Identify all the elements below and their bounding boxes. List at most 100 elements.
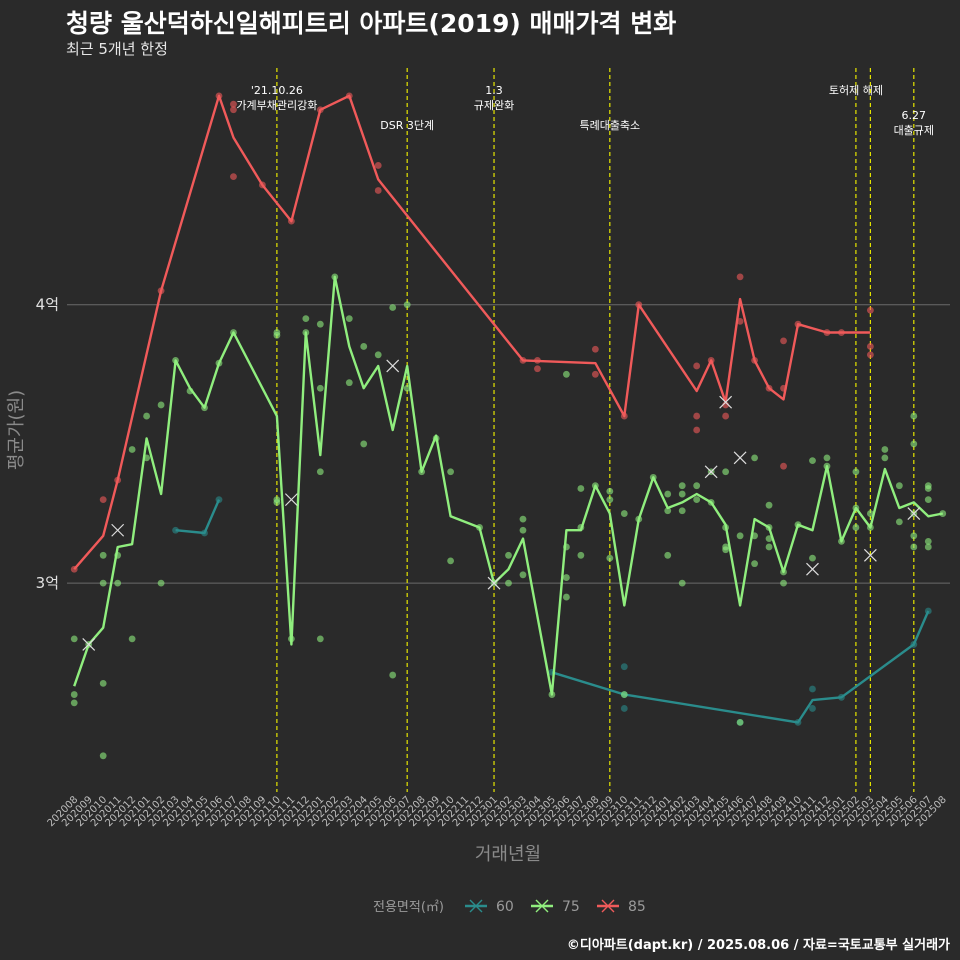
- data-point-75: [70, 691, 78, 698]
- series-group: [70, 92, 947, 760]
- data-point-75: [273, 496, 281, 504]
- data-point-75: [360, 440, 368, 448]
- cross-marker-75: [806, 562, 819, 576]
- data-point-75: [563, 574, 570, 581]
- data-point-75: [273, 329, 281, 336]
- data-point-75: [374, 351, 382, 359]
- y-axis-ticks: 3억 4억: [36, 296, 59, 592]
- data-point-75: [157, 579, 165, 587]
- data-point-85: [780, 462, 787, 470]
- cross-marker-75: [733, 451, 747, 465]
- data-point-85: [230, 106, 237, 114]
- data-point-75: [895, 482, 903, 490]
- data-point-85: [591, 370, 599, 378]
- legend-cross-85: [601, 899, 615, 913]
- event-label: 1.3: [485, 84, 503, 97]
- cross-marker-75: [111, 523, 125, 537]
- data-point-75: [143, 412, 151, 420]
- data-point-75: [563, 370, 570, 378]
- data-point-75: [99, 579, 107, 587]
- legend-cross-75: [535, 899, 549, 913]
- legend: 전용면적(㎡) 60 75 85: [373, 899, 646, 915]
- data-point-75: [809, 554, 816, 562]
- data-point-85: [866, 306, 874, 314]
- cross-marker-75: [82, 637, 96, 651]
- data-point-60: [620, 705, 628, 712]
- data-point-85: [866, 343, 874, 350]
- data-point-75: [302, 315, 310, 323]
- data-point-75: [316, 635, 324, 643]
- data-point-75: [924, 496, 932, 504]
- series-line-75: [73, 275, 944, 696]
- event-label: 규제완화: [474, 99, 514, 112]
- series-line-60: [551, 610, 930, 724]
- data-point-85: [230, 173, 237, 181]
- data-point-75: [722, 468, 730, 476]
- data-point-75: [99, 551, 107, 559]
- data-point-75: [765, 543, 773, 551]
- data-point-75: [563, 593, 570, 601]
- data-point-75: [114, 579, 122, 587]
- data-point-75: [693, 496, 701, 504]
- data-point-75: [678, 482, 686, 490]
- chart-subtitle: 최근 5개년 한정: [66, 40, 168, 58]
- event-label: 특례대출축소: [579, 119, 640, 132]
- event-label: 토허제 해제: [829, 83, 883, 97]
- data-point-75: [924, 537, 932, 545]
- event-label: '21.10.26: [251, 84, 303, 97]
- data-point-75: [924, 543, 932, 551]
- data-point-75: [693, 482, 701, 490]
- y-tick-label: 4억: [36, 296, 59, 314]
- data-point-75: [736, 532, 744, 540]
- data-point-75: [910, 532, 918, 540]
- data-point-75: [924, 485, 932, 492]
- data-point-75: [881, 454, 889, 462]
- data-point-75: [895, 518, 903, 526]
- data-point-75: [664, 507, 672, 515]
- data-point-75: [70, 699, 78, 707]
- data-point-75: [505, 551, 512, 559]
- data-point-75: [823, 454, 831, 462]
- data-point-75: [389, 671, 397, 679]
- y-tick-label: 3억: [36, 574, 59, 592]
- data-point-75: [316, 384, 324, 392]
- data-point-85: [534, 365, 541, 373]
- data-point-75: [620, 510, 628, 517]
- data-point-75: [765, 535, 773, 542]
- data-point-75: [345, 315, 353, 323]
- data-point-75: [447, 468, 454, 476]
- data-point-75: [157, 401, 165, 409]
- data-point-75: [780, 579, 787, 587]
- data-point-60: [809, 705, 816, 712]
- data-point-75: [678, 507, 686, 515]
- legend-cross-60: [469, 899, 483, 913]
- data-point-75: [881, 446, 889, 453]
- data-point-85: [230, 100, 237, 108]
- data-point-75: [678, 490, 686, 498]
- data-point-60: [809, 685, 816, 693]
- data-point-75: [389, 304, 397, 311]
- cross-marker-85: [719, 395, 733, 409]
- data-point-75: [866, 510, 874, 517]
- cross-marker-75: [386, 359, 400, 373]
- data-point-75: [70, 635, 78, 643]
- data-point-75: [620, 691, 628, 698]
- data-point-85: [866, 351, 874, 359]
- data-point-60: [620, 663, 628, 671]
- data-point-75: [664, 490, 672, 498]
- legend-label-85: 85: [628, 899, 646, 915]
- series-line-85: [73, 94, 871, 570]
- data-point-85: [99, 496, 107, 504]
- cross-marker-75: [284, 493, 298, 507]
- data-point-75: [736, 718, 744, 726]
- data-point-75: [852, 468, 860, 476]
- data-point-75: [809, 457, 816, 465]
- data-point-75: [403, 301, 411, 309]
- data-point-75: [316, 468, 324, 476]
- data-point-75: [519, 515, 527, 523]
- x-axis-title: 거래년월: [475, 844, 541, 865]
- data-point-85: [780, 337, 787, 345]
- series-line-60: [175, 499, 221, 535]
- data-point-85: [693, 412, 701, 420]
